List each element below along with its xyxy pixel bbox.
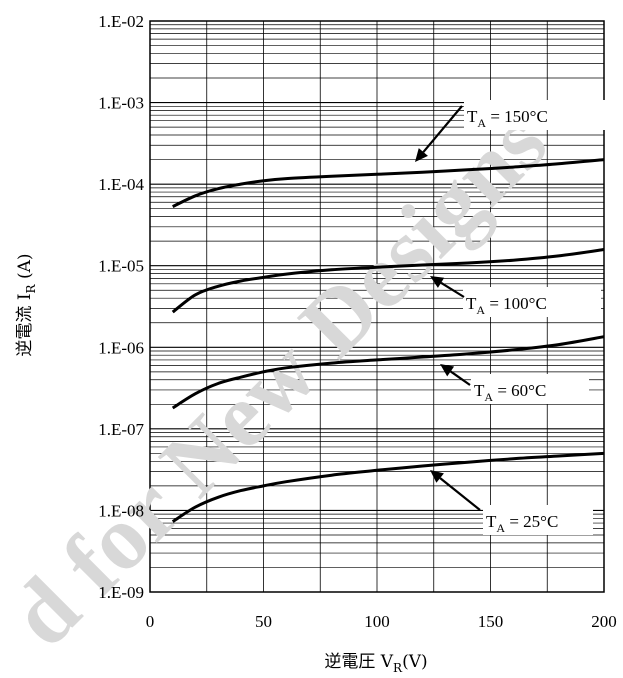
y-tick-label: 1.E-06 xyxy=(98,338,144,357)
y-tick-label: 1.E-03 xyxy=(98,94,144,113)
annotations: TA = 150°C TA = 100°C TA = 60°C TA = 25°C xyxy=(415,100,610,535)
arrow-line xyxy=(440,281,465,298)
y-tick-label: 1.E-04 xyxy=(98,175,144,194)
arrow-line xyxy=(439,477,481,511)
curves xyxy=(171,158,605,523)
label-background xyxy=(471,374,589,404)
x-tick-label: 100 xyxy=(364,612,390,631)
arrow-head xyxy=(430,470,444,483)
series-line xyxy=(171,451,605,523)
y-tick-label: 1.E-08 xyxy=(98,501,144,520)
arrow-head xyxy=(430,276,445,288)
x-tick-label: 150 xyxy=(478,612,504,631)
series-label: TA = 60°C xyxy=(474,381,546,404)
tick-labels: 1.E-09 1.E-08 1.E-07 1.E-06 1.E-05 1.E-04 1.E-… xyxy=(98,12,617,631)
label-background xyxy=(463,287,601,317)
series-label: TA = 25°C xyxy=(486,512,558,535)
y-tick-label: 1.E-02 xyxy=(98,12,144,31)
series-line xyxy=(172,158,605,208)
plot-frame xyxy=(149,20,605,593)
series-label: TA = 150°C xyxy=(467,107,548,130)
series-line xyxy=(171,248,605,314)
series-line xyxy=(171,335,605,410)
y-tick-label: 1.E-07 xyxy=(98,420,144,439)
label-background xyxy=(483,505,593,535)
y-tick-label: 1.E-05 xyxy=(98,257,144,276)
series-label: TA = 100°C xyxy=(466,294,547,317)
arrow-line xyxy=(422,105,463,153)
y-axis-label: 逆電流 IR (A) xyxy=(15,253,38,356)
y-tick-label: 1.E-09 xyxy=(98,583,144,602)
label-background xyxy=(464,100,610,130)
x-tick-label: 50 xyxy=(255,612,272,631)
x-tick-label: 0 xyxy=(146,612,155,631)
arrow-line xyxy=(450,370,471,386)
arrow-head xyxy=(440,364,455,377)
x-tick-label: 200 xyxy=(591,612,617,631)
x-axis-label: 逆電圧 VR(V) xyxy=(324,652,427,675)
arrow-head xyxy=(415,148,428,162)
